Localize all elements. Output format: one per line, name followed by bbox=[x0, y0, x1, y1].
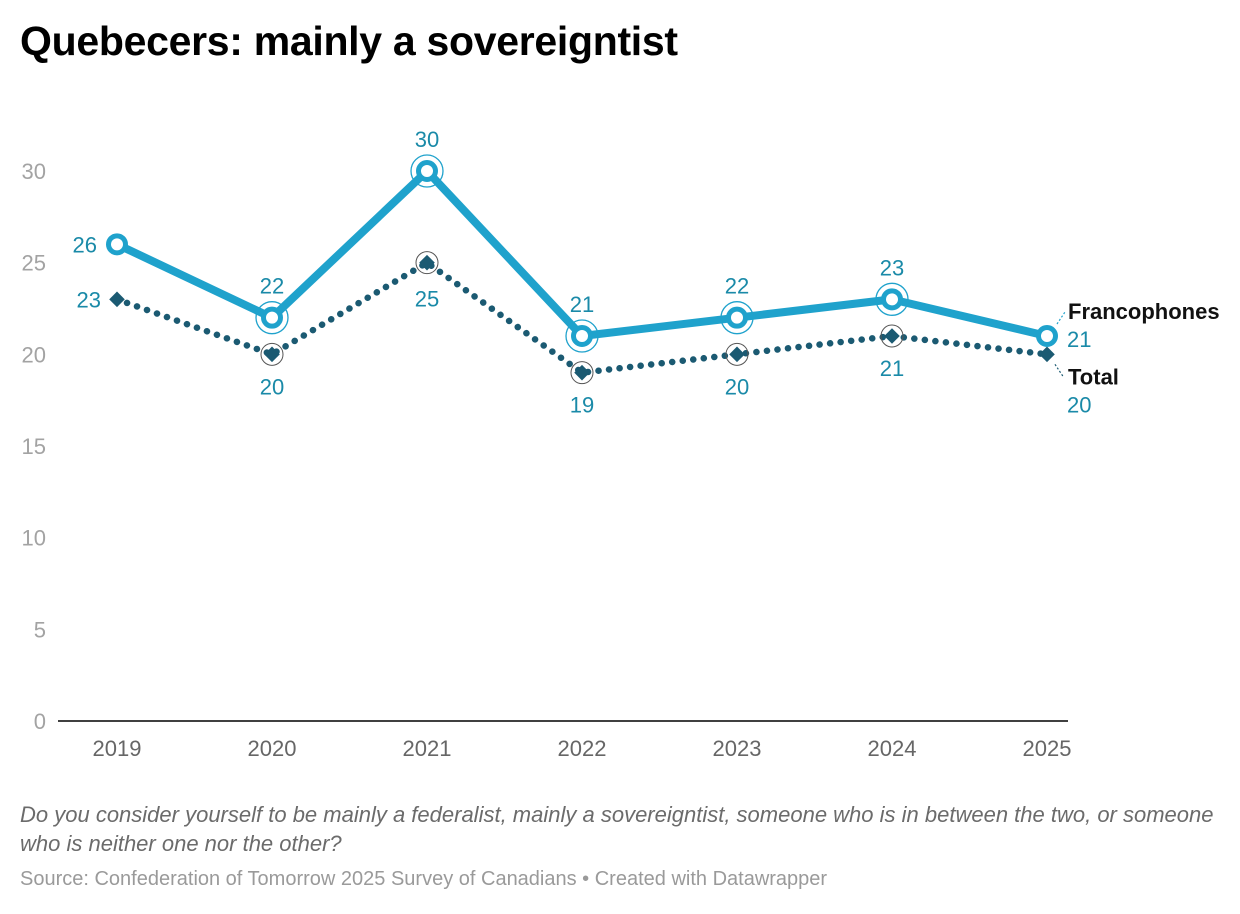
francophones-point bbox=[881, 288, 903, 311]
point-highlight-ring bbox=[875, 282, 909, 316]
y-tick-label: 20 bbox=[22, 342, 46, 367]
x-tick-label: 2022 bbox=[558, 736, 607, 761]
point-highlight-ring bbox=[725, 342, 749, 366]
chart-footer: Source: Confederation of Tomorrow 2025 S… bbox=[20, 868, 828, 890]
francophones-point bbox=[726, 306, 748, 329]
francophones-point bbox=[261, 306, 283, 329]
point-highlight-ring bbox=[720, 301, 754, 335]
francophones-value-label: 26 bbox=[73, 232, 97, 257]
francophones-point bbox=[106, 233, 128, 256]
total-value-label: 20 bbox=[1067, 392, 1091, 417]
data-labels: 26 22 30 21 22 23 21 23 20 25 19 20 21 20 bbox=[73, 127, 1092, 418]
point-highlight-ring bbox=[565, 319, 599, 353]
x-tick-label: 2019 bbox=[93, 736, 142, 761]
y-tick-label: 25 bbox=[22, 251, 46, 276]
point-highlight-ring bbox=[880, 324, 904, 348]
francophones-value-label: 30 bbox=[415, 127, 439, 152]
total-value-label: 19 bbox=[570, 393, 594, 418]
point-highlight-ring bbox=[415, 251, 439, 275]
francophones-value-label: 22 bbox=[725, 274, 749, 299]
x-tick-label: 2020 bbox=[248, 736, 297, 761]
francophones-point bbox=[1036, 325, 1058, 347]
data-points bbox=[106, 154, 1058, 385]
legend-total: Total bbox=[1068, 364, 1119, 389]
francophones-value-label: 21 bbox=[570, 292, 594, 317]
series-legend: Francophones Total bbox=[1054, 299, 1220, 389]
y-tick-label: 5 bbox=[34, 617, 46, 642]
point-highlight-ring bbox=[570, 361, 594, 385]
y-tick-label: 15 bbox=[22, 434, 46, 459]
x-tick-label: 2025 bbox=[1023, 736, 1072, 761]
legend-connector bbox=[1054, 364, 1064, 377]
francophones-point bbox=[416, 160, 438, 182]
x-tick-label: 2024 bbox=[868, 736, 917, 761]
point-highlight-ring bbox=[255, 301, 289, 335]
total-value-label: 25 bbox=[415, 287, 439, 312]
y-tick-label: 10 bbox=[22, 526, 46, 551]
total-value-label: 23 bbox=[77, 287, 101, 312]
y-axis: 0 5 10 15 20 25 30 bbox=[22, 159, 1068, 734]
legend-francophones: Francophones bbox=[1068, 299, 1220, 324]
total-value-label: 21 bbox=[880, 356, 904, 381]
francophones-value-label: 23 bbox=[880, 255, 904, 280]
francophones-point bbox=[571, 325, 593, 347]
legend-connector bbox=[1056, 311, 1066, 325]
x-axis: 2019 2020 2021 2022 2023 2024 2025 bbox=[93, 736, 1072, 761]
total-point bbox=[729, 346, 745, 363]
x-tick-label: 2023 bbox=[713, 736, 762, 761]
chart-title: Quebecers: mainly a sovereigntist bbox=[20, 18, 678, 64]
y-tick-label: 30 bbox=[22, 159, 46, 184]
total-point bbox=[1039, 346, 1055, 363]
point-highlight-ring bbox=[410, 154, 444, 188]
y-tick-label: 0 bbox=[34, 709, 46, 734]
francophones-value-label: 22 bbox=[260, 274, 284, 299]
total-point bbox=[884, 328, 900, 344]
x-tick-label: 2021 bbox=[403, 736, 452, 761]
total-value-label: 20 bbox=[725, 374, 749, 399]
chart-subtitle: Do you consider yourself to be mainly a … bbox=[20, 802, 1214, 856]
point-highlight-ring bbox=[260, 342, 284, 366]
total-value-label: 20 bbox=[260, 374, 284, 399]
francophones-value-label: 21 bbox=[1067, 327, 1091, 352]
total-point bbox=[109, 291, 125, 308]
